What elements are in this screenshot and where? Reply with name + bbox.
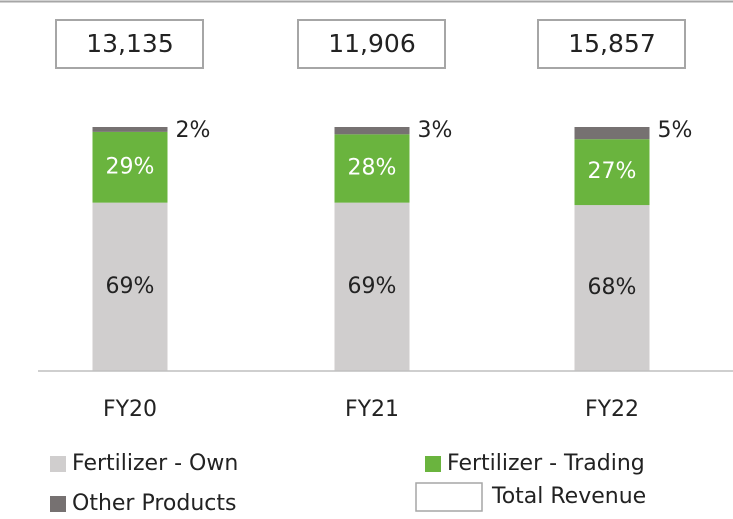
data-label: 69%	[106, 274, 155, 299]
data-label: 28%	[348, 155, 397, 180]
bar-segment	[334, 202, 410, 371]
data-label: 69%	[348, 274, 397, 299]
data-label: 27%	[588, 159, 637, 184]
total-label: 11,906	[328, 29, 415, 58]
total-box	[55, 19, 204, 69]
data-label: 29%	[106, 154, 155, 179]
data-label: 3%	[418, 118, 453, 143]
legend-label: Fertilizer - Own	[72, 451, 238, 476]
bar-segment	[92, 202, 168, 371]
total-box	[297, 19, 446, 69]
bar-segment	[574, 139, 650, 206]
total-box	[537, 19, 686, 69]
bar-segment	[574, 205, 650, 371]
total-label: 15,857	[568, 29, 655, 58]
legend-swatch	[50, 456, 66, 472]
data-label: 5%	[658, 118, 693, 143]
legend-swatch	[425, 456, 441, 472]
x-tick-label: FY22	[585, 397, 639, 422]
x-tick-label: FY20	[103, 397, 157, 422]
data-label: 68%	[588, 275, 637, 300]
x-tick-label: FY21	[345, 397, 399, 422]
legend-swatch	[415, 482, 483, 512]
legend-label: Other Products	[72, 491, 236, 516]
bar-segment	[92, 131, 168, 203]
bar-segment	[334, 134, 410, 203]
legend-label: Total Revenue	[491, 484, 646, 509]
bar-segment	[92, 127, 168, 132]
bar-segment	[574, 127, 650, 140]
total-label: 13,135	[86, 29, 173, 58]
data-label: 2%	[176, 118, 211, 143]
bar-segment	[334, 127, 410, 135]
legend-swatch	[50, 496, 66, 512]
legend-label: Fertilizer - Trading	[447, 451, 645, 476]
